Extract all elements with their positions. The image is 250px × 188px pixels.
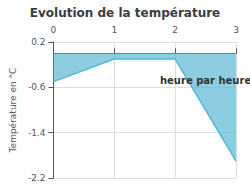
svg-text:0: 0 [51, 25, 57, 35]
svg-text:Température en °C: Température en °C [8, 68, 18, 154]
svg-text:-1.4: -1.4 [28, 128, 46, 138]
svg-text:-2.2: -2.2 [28, 173, 46, 183]
svg-text:1: 1 [111, 25, 117, 35]
svg-text:0.2: 0.2 [31, 37, 45, 47]
svg-text:-0.6: -0.6 [28, 82, 46, 92]
svg-text:Evolution de la température: Evolution de la température [30, 6, 221, 20]
svg-text:3: 3 [233, 25, 239, 35]
svg-text:2: 2 [172, 25, 178, 35]
svg-text:heure par heure: heure par heure [160, 75, 250, 86]
